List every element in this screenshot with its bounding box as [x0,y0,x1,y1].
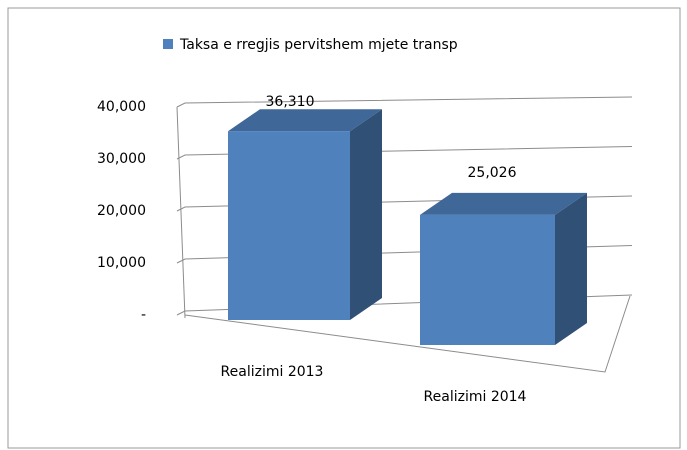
bar-side [555,192,587,345]
data-label: 36,310 [266,94,315,110]
grid-line [176,96,633,108]
x-tick-label: Realizimi 2014 [424,389,527,405]
legend-swatch [163,39,173,49]
grid-line [176,146,633,160]
y-tick-label: 10,000 [97,255,146,271]
y-tick-label: - [141,307,146,323]
bar [228,131,350,320]
y-tick-label: 20,000 [97,203,146,219]
bar-top [228,109,382,132]
floor [184,295,631,373]
data-label: 25,026 [468,165,517,181]
y-axis [176,106,186,319]
bar-top [420,192,587,215]
plot-area [184,295,631,373]
y-tick-label: 40,000 [97,99,146,115]
bar-side [350,109,382,320]
x-tick-label: Realizimi 2013 [221,364,324,380]
legend-label: Taksa e rregjis pervitshem mjete transp [179,37,458,53]
y-tick-label: 30,000 [97,151,146,167]
bar [420,214,555,345]
